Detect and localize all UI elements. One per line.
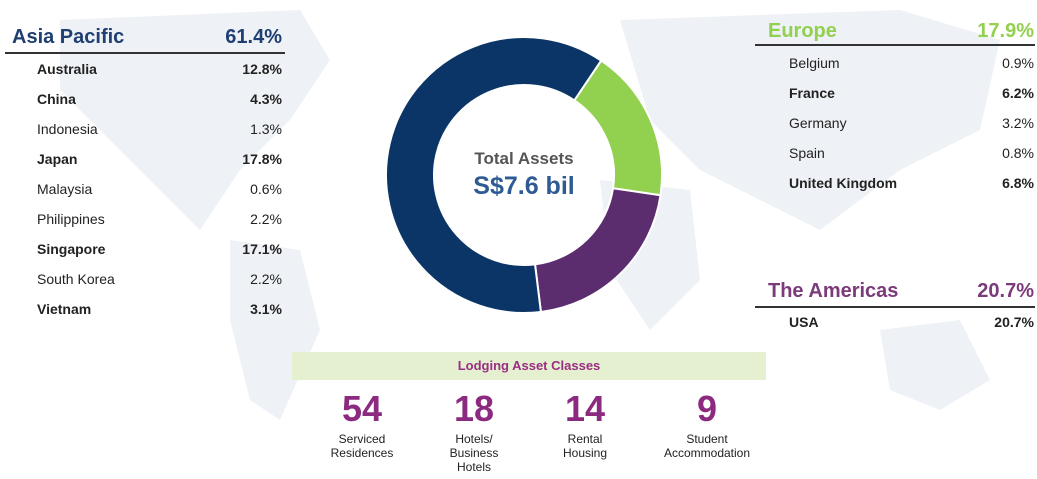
country-name: USA (789, 314, 819, 330)
country-name: Belgium (789, 55, 840, 71)
lodging-title: Lodging Asset Classes (457, 358, 601, 373)
country-percent: 17.1% (242, 241, 282, 257)
asset-label: Rental Housing (562, 432, 608, 460)
country-name: United Kingdom (789, 175, 898, 191)
country-name: Spain (789, 145, 825, 161)
country-name: Japan (37, 151, 78, 167)
region-percent: 61.4% (225, 26, 282, 48)
asset-count: 18 (453, 388, 495, 429)
map-shape (880, 320, 990, 410)
lodging-band (292, 352, 766, 380)
country-percent: 0.8% (1002, 145, 1034, 161)
asset-count: 9 (696, 388, 718, 429)
region-rule (5, 52, 285, 54)
country-percent: 12.8% (242, 61, 282, 77)
region-percent: 17.9% (977, 20, 1034, 42)
country-percent: 4.3% (250, 91, 282, 107)
country-name: Singapore (37, 241, 106, 257)
country-percent: 6.2% (1002, 85, 1034, 101)
center-value: S$7.6 bil (473, 172, 575, 200)
asset-count: 54 (341, 388, 383, 429)
asset-label: Hotels/ Business Hotels (449, 432, 499, 474)
region-percent: 20.7% (977, 280, 1034, 302)
country-name: China (37, 91, 76, 107)
asset-label: Serviced Residences (330, 432, 394, 460)
region-rule (755, 306, 1035, 308)
map-shape (60, 10, 330, 230)
region-name: The Americas (768, 280, 899, 302)
country-percent: 3.2% (1002, 115, 1034, 131)
country-percent: 1.3% (250, 121, 282, 137)
country-name: Vietnam (37, 301, 92, 317)
region-name: Europe (768, 20, 837, 42)
country-percent: 0.6% (250, 181, 282, 197)
donut-segment (385, 36, 603, 314)
country-name: Australia (37, 61, 97, 77)
region-rule (755, 44, 1035, 46)
country-percent: 6.8% (1002, 175, 1034, 191)
map-shape (620, 10, 1000, 230)
country-percent: 3.1% (250, 301, 282, 317)
donut-segment (533, 187, 662, 314)
country-percent: 17.8% (242, 151, 282, 167)
country-name: France (789, 85, 835, 101)
country-percent: 20.7% (994, 314, 1034, 330)
country-percent: 0.9% (1002, 55, 1034, 71)
country-name: Malaysia (37, 181, 93, 197)
asset-label: Student Accommodation (663, 432, 751, 460)
country-name: Germany (789, 115, 847, 131)
country-percent: 2.2% (250, 211, 282, 227)
country-name: Indonesia (37, 121, 98, 137)
region-name: Asia Pacific (12, 26, 125, 48)
country-percent: 2.2% (250, 271, 282, 287)
country-name: Philippines (37, 211, 105, 227)
asset-count: 14 (564, 388, 606, 429)
country-name: South Korea (37, 271, 115, 287)
center-title: Total Assets (474, 149, 574, 168)
